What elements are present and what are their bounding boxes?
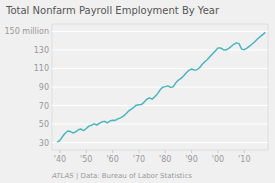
annotation: | Data: Bureau of Labor Statistics (74, 172, 193, 180)
x-tick-label: '80 (159, 155, 171, 164)
x-tick (165, 150, 166, 153)
y-tick-label: 110 (34, 64, 49, 73)
x-tick-label: '10 (238, 155, 250, 164)
grid-line (52, 87, 268, 88)
x-tick-label: '60 (106, 155, 118, 164)
x-tick (244, 150, 245, 153)
annotation: ATLAS (51, 172, 74, 180)
grid-line (52, 124, 268, 125)
grid-line (52, 31, 268, 32)
x-tick (59, 150, 60, 153)
x-tick (86, 150, 87, 153)
y-tick-label: 50 (39, 120, 49, 129)
x-tick-label: '40 (54, 155, 66, 164)
y-tick-label: 30 (39, 139, 49, 148)
y-tick-label: 70 (39, 102, 49, 111)
plot-area (57, 32, 265, 142)
plot-frame (52, 24, 268, 150)
grid-line (52, 142, 268, 143)
y-tick-label: 130 (34, 46, 49, 55)
x-tick (138, 150, 139, 153)
y-tick-label: 90 (39, 83, 49, 92)
line (57, 32, 265, 142)
source: ATLAS | Data: Bureau of Labor Statistics (51, 172, 192, 180)
x-tick (217, 150, 218, 153)
x-tick-label: '50 (80, 155, 92, 164)
grid-line (52, 105, 268, 106)
x-tick-label: '90 (185, 155, 197, 164)
x-tick (191, 150, 192, 153)
grid-line (52, 68, 268, 69)
chart: 30 50 70 90 110 130 150 million '40 '50 '60 '70 '80… (0, 0, 275, 183)
y-tick-label: 150 million (5, 27, 49, 36)
x-tick (112, 150, 113, 153)
x-tick-label: '70 (133, 155, 145, 164)
grid-line (52, 49, 268, 50)
x-tick-label: '00 (212, 155, 224, 164)
title: Total Nonfarm Payroll Employment By Year (5, 5, 220, 16)
